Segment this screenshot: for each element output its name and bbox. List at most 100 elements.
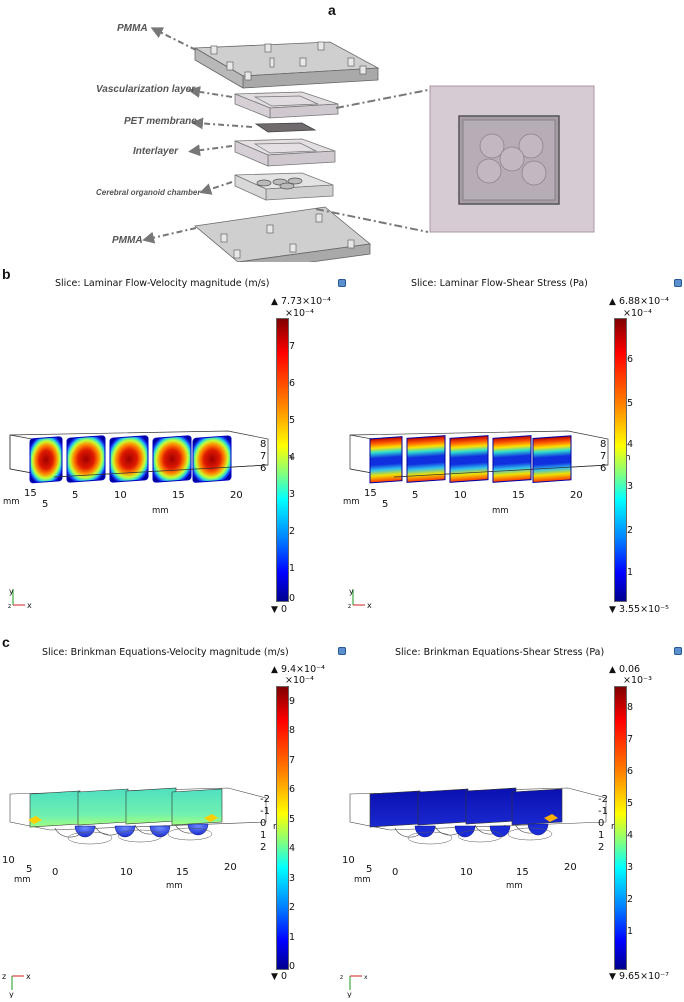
- b-left-z-tick-0: 8: [260, 439, 267, 450]
- c-left-x-tick-0: 0: [52, 867, 59, 878]
- b-left-y-unit: mm: [3, 497, 20, 507]
- colorbar-c-right-tick-7: 7: [627, 734, 634, 745]
- pet-membrane: [254, 122, 317, 133]
- svg-text:y: y: [347, 990, 352, 998]
- c-left-y-tick-1: 5: [26, 864, 33, 875]
- colorbar-c-left-tick-1: 1: [289, 932, 296, 943]
- plot-title-b-right: Slice: Laminar Flow-Shear Stress (Pa): [411, 278, 588, 289]
- colorbar-b-right-tick-2: 2: [627, 525, 634, 536]
- colorbar-c-left-tick-9: 9: [289, 696, 296, 707]
- b-left-y-tick-1: 5: [42, 499, 49, 510]
- label-pmma-top: PMMA: [117, 23, 148, 34]
- slice-plot-b-left: [9, 430, 269, 484]
- pmma-top-plate: [193, 41, 380, 89]
- b-left-z-tick-2: 6: [260, 463, 267, 474]
- c-right-x-tick-0: 0: [392, 867, 399, 878]
- b-right-z-tick-2: 6: [600, 463, 607, 474]
- axis-triad-b-right: y x z: [345, 585, 375, 615]
- exploded-device-diagram: [142, 27, 595, 262]
- c-right-z-tick-2: 0: [598, 818, 605, 829]
- svg-text:x: x: [27, 601, 32, 610]
- colorbar-c-right-tick-1: 1: [627, 926, 634, 937]
- view-icon[interactable]: [674, 279, 682, 287]
- slice-plot-b-right: [349, 430, 609, 484]
- b-left-x-tick-0: 5: [72, 490, 79, 501]
- b-right-z-tick-1: 7: [600, 451, 607, 462]
- colorbar-c-left-tick-6: 6: [289, 784, 296, 795]
- c-left-y-unit: mm: [14, 875, 31, 885]
- axis-triad-c-left: z x y: [2, 966, 36, 1002]
- view-icon[interactable]: [338, 647, 346, 655]
- shear-slices: [369, 435, 572, 484]
- colorbar-b-right-min: ▼ 3.55×10⁻⁵: [609, 604, 669, 615]
- c-left-z-tick-3: 1: [260, 830, 267, 841]
- panel-b-letter: b: [2, 266, 11, 282]
- pmma-bottom-plate: [194, 206, 371, 262]
- b-left-x-unit: mm: [152, 506, 169, 516]
- colorbar-c-right-tick-5: 5: [627, 798, 634, 809]
- panel-c-letter: c: [2, 634, 10, 650]
- b-right-x-unit: mm: [492, 506, 509, 516]
- c-right-y-tick-1: 5: [366, 864, 373, 875]
- c-left-y-tick-0: 10: [2, 855, 15, 866]
- colorbar-c-right-tick-6: 6: [627, 766, 634, 777]
- c-right-x-tick-3: 20: [564, 862, 577, 873]
- velocity-slices: [29, 435, 232, 484]
- label-arrows: [142, 27, 253, 244]
- b-left-x-tick-2: 15: [172, 490, 185, 501]
- svg-text:x: x: [367, 601, 372, 610]
- c-left-x-tick-3: 20: [224, 862, 237, 873]
- colorbar-c-left-tick-0: 0: [289, 961, 296, 972]
- interlayer: [234, 138, 336, 167]
- b-right-y-tick-1: 5: [382, 499, 389, 510]
- zoom-lines: [315, 89, 429, 233]
- colorbar-b-left-tick-5: 5: [289, 415, 296, 426]
- colorbar-c-left-tick-3: 3: [289, 873, 296, 884]
- c-left-z-tick-1: -1: [260, 806, 270, 817]
- colorbar-c-right-scale: ×10⁻³: [623, 675, 652, 686]
- c-left-x-tick-2: 15: [176, 867, 189, 878]
- b-right-y-unit: mm: [343, 497, 360, 507]
- colorbar-b-right-tick-4: 4: [627, 439, 634, 450]
- colorbar-c-left-tick-5: 5: [289, 814, 296, 825]
- colorbar-c-right-tick-4: 4: [627, 830, 634, 841]
- colorbar-b-right: [614, 318, 627, 602]
- colorbar-b-left-min: ▼ 0: [271, 604, 287, 615]
- view-icon[interactable]: [338, 279, 346, 287]
- view-icon[interactable]: [674, 647, 682, 655]
- c-right-y-unit: mm: [354, 875, 371, 885]
- colorbar-c-right-tick-8: 8: [627, 702, 634, 713]
- b-right-z-tick-0: 8: [600, 439, 607, 450]
- colorbar-c-left-max: ▲ 9.4×10⁻⁴: [271, 664, 325, 675]
- vascularization-layer: [234, 91, 339, 119]
- c-right-z-tick-0: -2: [598, 794, 608, 805]
- panel-a-letter: a: [328, 2, 336, 18]
- c-right-x-unit: mm: [506, 881, 523, 891]
- c-right-y-tick-0: 10: [342, 855, 355, 866]
- organoid-chamber: [234, 172, 334, 201]
- colorbar-b-left-tick-4: 4: [289, 452, 296, 463]
- slice-plot-c-right: [349, 787, 607, 845]
- colorbar-b-left-tick-6: 6: [289, 378, 296, 389]
- svg-text:x: x: [364, 974, 368, 981]
- colorbar-c-right: [614, 686, 627, 970]
- label-pet-membrane: PET membrane: [124, 116, 197, 127]
- b-right-y-tick-0: 15: [364, 488, 377, 499]
- colorbar-b-right-tick-3: 3: [627, 481, 634, 492]
- b-left-x-tick-3: 20: [230, 490, 243, 501]
- c-right-z-tick-3: 1: [598, 830, 605, 841]
- svg-text:z: z: [348, 603, 351, 610]
- c-left-x-tick-1: 10: [120, 867, 133, 878]
- b-left-x-tick-1: 10: [114, 490, 127, 501]
- c-left-z-tick-0: -2: [260, 794, 270, 805]
- colorbar-b-left-tick-7: 7: [289, 341, 296, 352]
- colorbar-c-right-tick-2: 2: [627, 894, 634, 905]
- axis-triad-b-left: y x z: [5, 585, 35, 615]
- b-right-x-tick-1: 10: [454, 490, 467, 501]
- colorbar-c-left-tick-4: 4: [289, 843, 296, 854]
- plot-title-b-left: Slice: Laminar Flow-Velocity magnitude (…: [55, 278, 270, 289]
- label-interlayer: Interlayer: [133, 146, 179, 157]
- c-left-z-tick-2: 0: [260, 818, 267, 829]
- b-right-x-tick-0: 5: [412, 490, 419, 501]
- colorbar-c-left-tick-2: 2: [289, 902, 296, 913]
